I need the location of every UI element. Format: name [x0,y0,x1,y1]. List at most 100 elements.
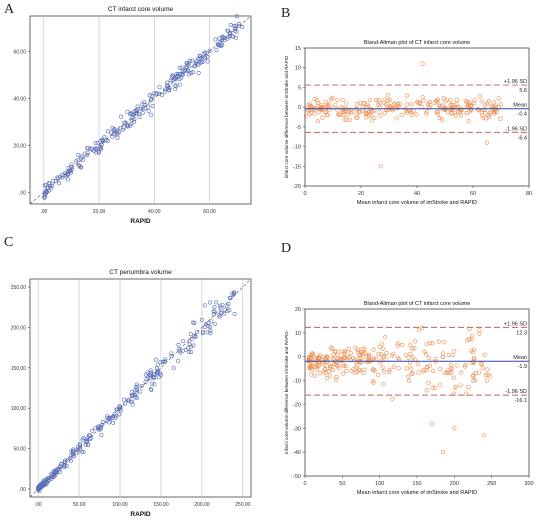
data-point [374,97,379,103]
data-point [158,373,163,378]
data-point [232,311,237,316]
data-point [134,391,139,396]
data-point [381,382,386,387]
data-point [154,366,159,371]
data-point [436,102,441,107]
data-point [333,102,338,107]
data-point [153,357,158,362]
data-point [47,181,52,186]
data-point [58,175,63,180]
data-point [71,454,76,459]
data-point [386,369,392,375]
data-point [368,112,373,117]
data-point [216,43,221,48]
data-point [395,343,400,348]
x-tick-label: 200 [450,481,459,487]
data-point [312,373,317,378]
data-point [83,443,88,448]
data-point [469,103,474,108]
data-point [134,396,139,401]
data-point [327,373,333,378]
chart-c: .00 50.00 100.00 150.00 200.00 250.00 .00 50.00… [11,269,252,518]
data-point [404,93,410,98]
data-point [315,119,320,124]
data-point [317,371,323,376]
data-point [331,352,336,357]
data-point [421,369,426,374]
data-point [148,371,153,376]
data-point [156,370,161,375]
data-point [218,305,223,310]
data-point [79,165,84,170]
data-point [96,424,101,429]
y-tick-label: 5 [298,85,301,91]
data-point [396,341,401,346]
data-point [143,372,148,377]
data-point [143,379,148,384]
data-point [324,354,329,359]
data-point [126,398,131,403]
data-point [115,135,120,140]
data-point [173,87,178,92]
data-point [471,374,476,379]
data-point [410,370,415,376]
data-point [330,105,336,110]
data-point [225,304,230,309]
data-point [129,111,134,116]
data-point [346,355,351,360]
data-point [55,467,60,472]
data-point [90,428,95,433]
panel-a: A .00 20.00 40.00 60.00 .00 20.00 40.00 60.00 CT… [0,0,277,228]
data-point [38,484,43,489]
data-point [169,351,174,356]
data-point [498,102,503,107]
data-point [177,65,182,70]
data-point [111,414,116,419]
data-point [424,111,429,116]
data-point [470,333,475,339]
y-tick-label: 200.00 [11,325,27,331]
data-point [186,62,191,67]
data-point [70,453,75,458]
data-point [98,146,103,151]
data-point [75,448,80,453]
data-point [447,370,452,375]
data-point [147,93,152,98]
data-point [367,98,373,103]
data-point [163,357,168,362]
panel-label-d: D [281,241,292,256]
data-point [308,352,314,358]
data-point [492,100,497,105]
chart-title: Bland-Altman plot of CT infarct core vol… [364,301,470,307]
data-point [363,351,368,356]
data-point [165,80,170,85]
data-point [452,426,457,431]
data-point [404,366,409,371]
data-point [63,460,68,465]
data-point [89,435,94,440]
data-point [312,111,317,116]
data-point [477,331,482,336]
data-point [189,58,194,63]
data-point [104,418,109,423]
data-point [314,98,320,103]
data-point [420,61,425,66]
data-point [390,353,395,358]
data-point [382,100,387,105]
data-point [159,92,164,97]
data-point [309,365,314,370]
data-point [133,388,138,393]
data-point [162,359,167,364]
data-point [459,370,464,375]
data-point [213,37,218,42]
mean-value: -0.4 [518,112,527,118]
data-point [404,110,409,116]
data-point [130,115,135,120]
data-point [424,341,429,347]
data-point [346,346,351,352]
data-point [140,111,145,116]
data-point [309,372,314,377]
data-point [114,414,119,419]
x-tick-label: 250.00 [235,502,251,508]
x-tick-label: 100.00 [112,502,128,508]
